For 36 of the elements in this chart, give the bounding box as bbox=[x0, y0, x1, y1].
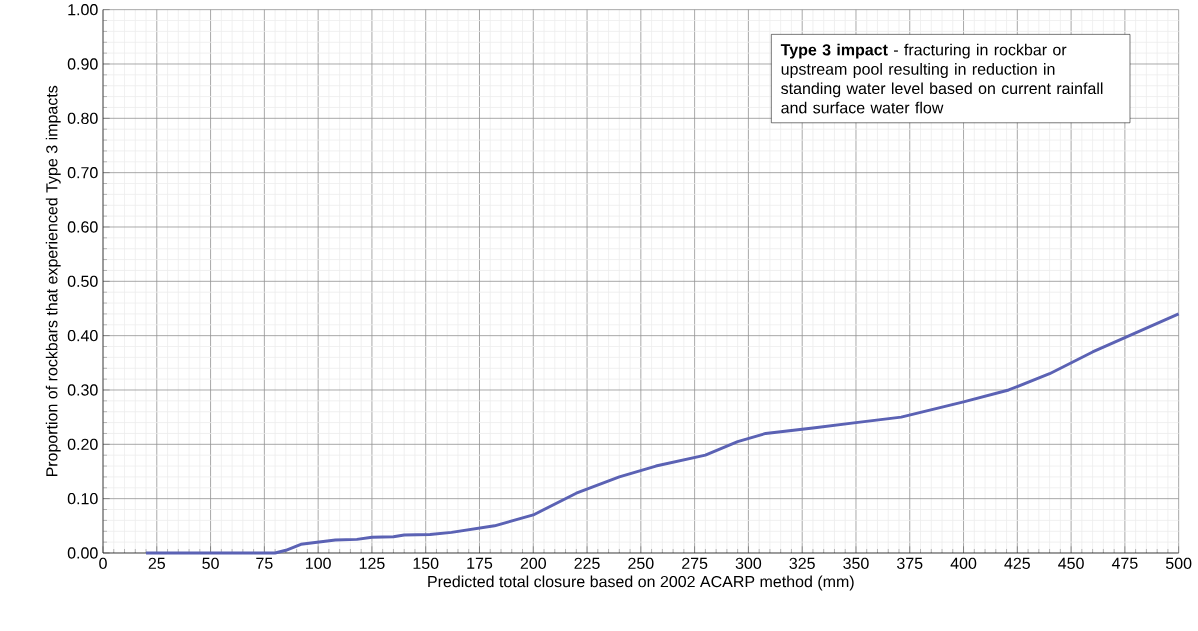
y-tick-label: 0.70 bbox=[67, 167, 98, 179]
x-tick-label: 75 bbox=[256, 557, 273, 569]
y-tick-label: 0.30 bbox=[67, 384, 98, 396]
line-series bbox=[144, 312, 1181, 555]
annotation: Type 3 impact - fracturing in rockbar or upstream pool resulting in reduction in standing water level based on current rainfall and surface water flow bbox=[780, 43, 1103, 114]
x-tick-label: 100 bbox=[306, 557, 331, 570]
y-tick-label: 0.90 bbox=[67, 58, 98, 70]
y-tick-label: 0.20 bbox=[67, 438, 98, 450]
x-tick-label: 50 bbox=[202, 557, 219, 570]
y-tick-label: 0.40 bbox=[67, 330, 98, 342]
x-tick-label: 150 bbox=[413, 557, 439, 570]
x-tick-label: 225 bbox=[574, 557, 600, 570]
x-tick-label: 375 bbox=[897, 557, 923, 570]
x-tick-label: 500 bbox=[1165, 557, 1192, 570]
x-tick-label: 200 bbox=[520, 557, 546, 570]
y-tick-label: 0.00 bbox=[67, 547, 98, 559]
x-tick-label: 275 bbox=[682, 557, 708, 570]
x-tick-label: 25 bbox=[148, 557, 166, 570]
x-tick-label: 0 bbox=[99, 557, 107, 570]
y-axis-title: Proportion of rockbars that experienced Type 3 impacts bbox=[45, 85, 61, 477]
x-tick-label: 450 bbox=[1058, 557, 1084, 570]
x-tick-label: 400 bbox=[950, 557, 977, 570]
y-tick-label: 0.50 bbox=[67, 275, 98, 287]
x-tick-label: 325 bbox=[789, 557, 815, 570]
x-tick-label: 350 bbox=[843, 557, 869, 570]
x-axis-title: Predicted total closure based on 2002 ACARP method (mm) bbox=[428, 575, 854, 591]
x-tick-label: 250 bbox=[628, 557, 654, 570]
y-tick-label: 0.60 bbox=[67, 221, 98, 233]
x-tick-label: 125 bbox=[359, 557, 385, 570]
y-tick-label: 0.80 bbox=[67, 112, 98, 124]
x-tick-label: 475 bbox=[1111, 557, 1138, 569]
x-tick-label: 175 bbox=[467, 557, 493, 569]
y-tick-label: 0.10 bbox=[67, 492, 98, 505]
y-tick-label: 1.00 bbox=[68, 4, 98, 16]
x-tick-label: 300 bbox=[735, 557, 762, 570]
x-tick-label: 425 bbox=[1004, 557, 1030, 570]
